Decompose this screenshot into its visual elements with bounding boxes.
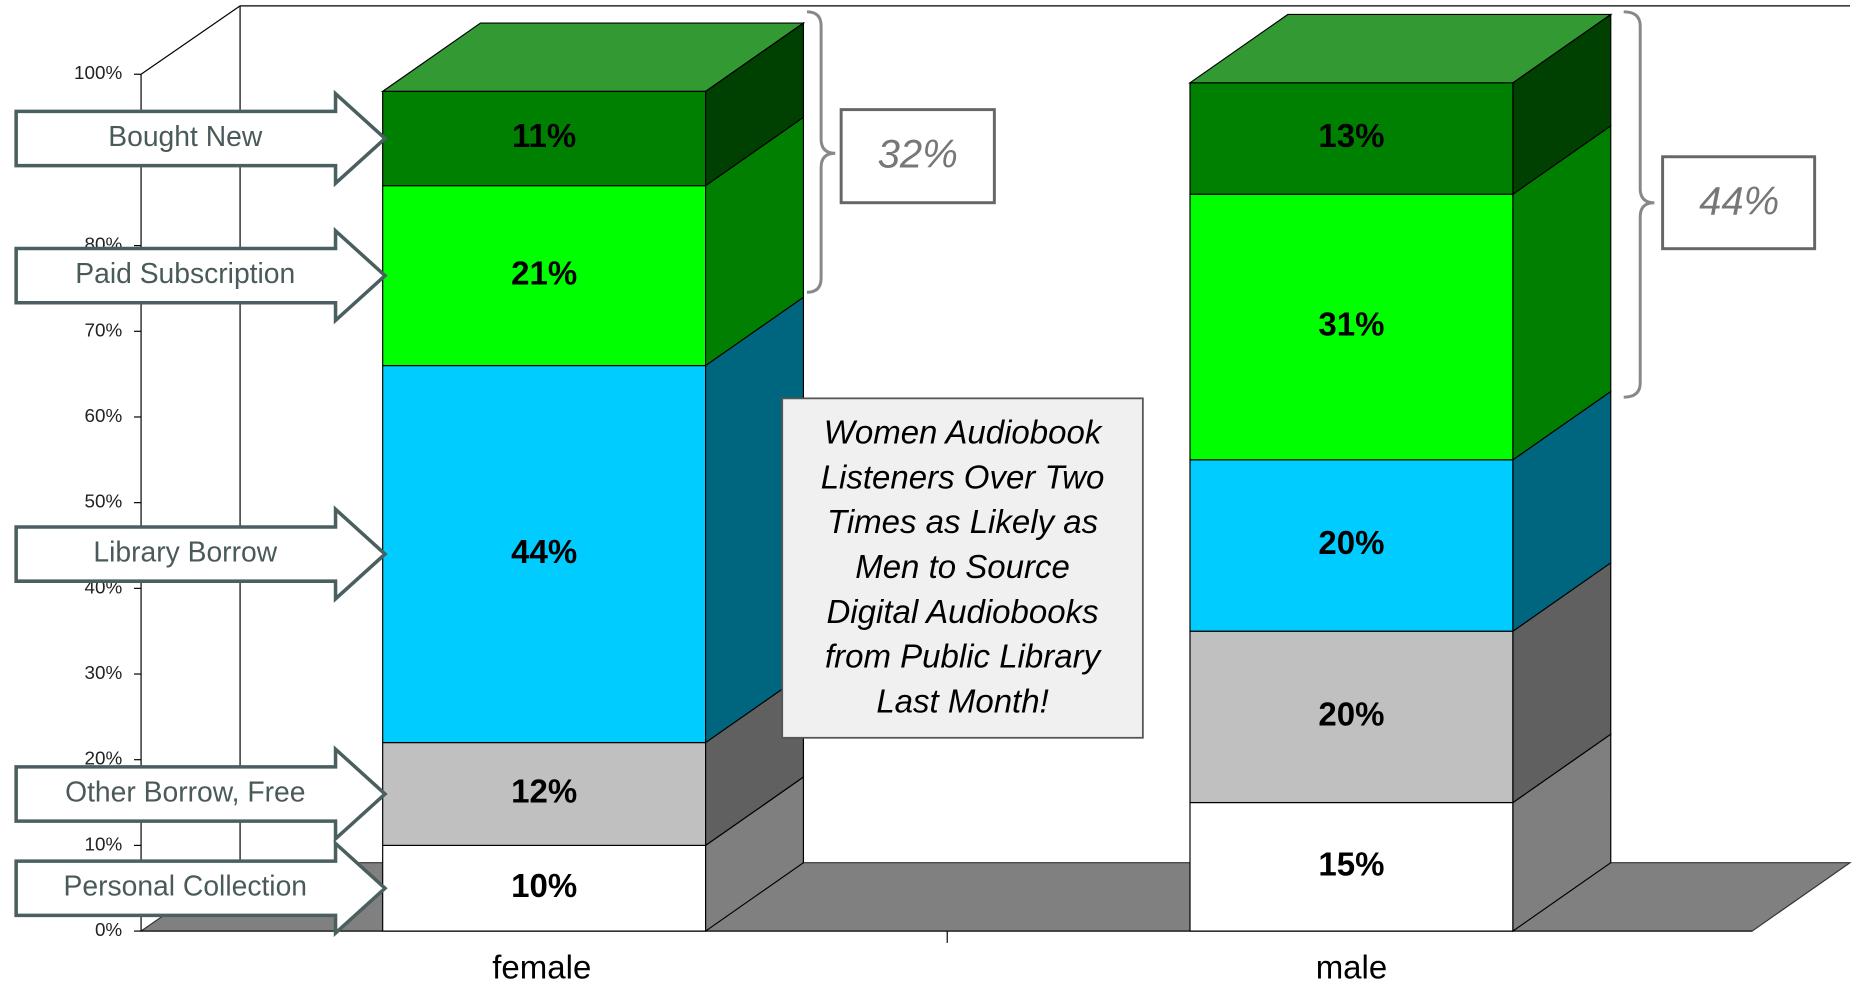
- bracket: [806, 10, 836, 294]
- y-tick-label: 50%: [84, 491, 122, 512]
- value-label: 12%: [511, 773, 577, 810]
- bar: [382, 741, 707, 846]
- legend-label: Other Borrow, Free: [65, 775, 305, 807]
- bar: [1189, 630, 1514, 804]
- y-tick-label: 0%: [95, 919, 122, 940]
- value-label: 31%: [1318, 306, 1384, 343]
- annotation-box: [1661, 155, 1817, 251]
- legend-label: Paid Subscription: [75, 257, 295, 289]
- annotation-box: [839, 108, 996, 205]
- bar-top: [380, 22, 806, 92]
- value-label: 20%: [1318, 524, 1384, 561]
- legend-arrow: [14, 89, 388, 188]
- value-label: 20%: [1318, 696, 1384, 733]
- y-tick-label: 60%: [84, 405, 122, 426]
- bar: [382, 185, 707, 367]
- note-line: Digital Audiobooks: [826, 593, 1098, 630]
- bar-top: [1188, 13, 1613, 84]
- note-line: Women Audiobook: [824, 414, 1103, 451]
- note-line: Listeners Over Two: [821, 458, 1105, 495]
- x-tick-label: female: [492, 949, 591, 986]
- y-tick-label: 10%: [84, 833, 122, 854]
- legend-label: Personal Collection: [64, 870, 308, 902]
- y-tick-label: 30%: [84, 662, 122, 683]
- value-label: 21%: [511, 254, 577, 291]
- bar: [1189, 801, 1514, 932]
- bracket: [1623, 10, 1655, 399]
- annotation: 44%: [1699, 179, 1779, 223]
- note-line: from Public Library: [825, 638, 1103, 675]
- value-label: 10%: [511, 867, 577, 904]
- bars: female 10% 12% 44% 21% 11% male 15% 20% 20% 31% 13%: [380, 13, 1613, 986]
- legend-arrow: [14, 745, 388, 843]
- legend-arrow: [14, 839, 388, 937]
- note-line: Last Month!: [876, 682, 1048, 719]
- value-label: 44%: [511, 533, 577, 570]
- legend-label: Bought New: [108, 120, 263, 152]
- wall-diagonal: [140, 5, 241, 75]
- bar: [382, 364, 707, 744]
- value-label: 13%: [1318, 117, 1384, 154]
- legend-label: Library Borrow: [93, 536, 277, 568]
- note-line: Times as Likely as: [827, 503, 1098, 540]
- note-box: [781, 397, 1144, 739]
- bar: [1189, 193, 1514, 461]
- x-tick-label: male: [1316, 949, 1388, 986]
- value-label: 15%: [1318, 846, 1384, 883]
- note-line: Men to Source: [855, 548, 1070, 585]
- value-label: 11%: [512, 117, 576, 154]
- legend-arrow: [14, 505, 388, 603]
- legend-arrow: [14, 226, 388, 325]
- y-tick-label: 70%: [84, 319, 122, 340]
- annotation: 32%: [878, 132, 958, 176]
- y-tick-label: 100%: [74, 62, 122, 83]
- legend: Personal Collection Other Borrow, Free Lib…: [14, 89, 388, 937]
- y-tick-label: 20%: [84, 748, 122, 769]
- bar: [1189, 82, 1514, 195]
- bar: [382, 90, 707, 187]
- note: Women Audiobook Listeners Over Two Times a…: [821, 414, 1105, 720]
- bar: [1189, 459, 1514, 632]
